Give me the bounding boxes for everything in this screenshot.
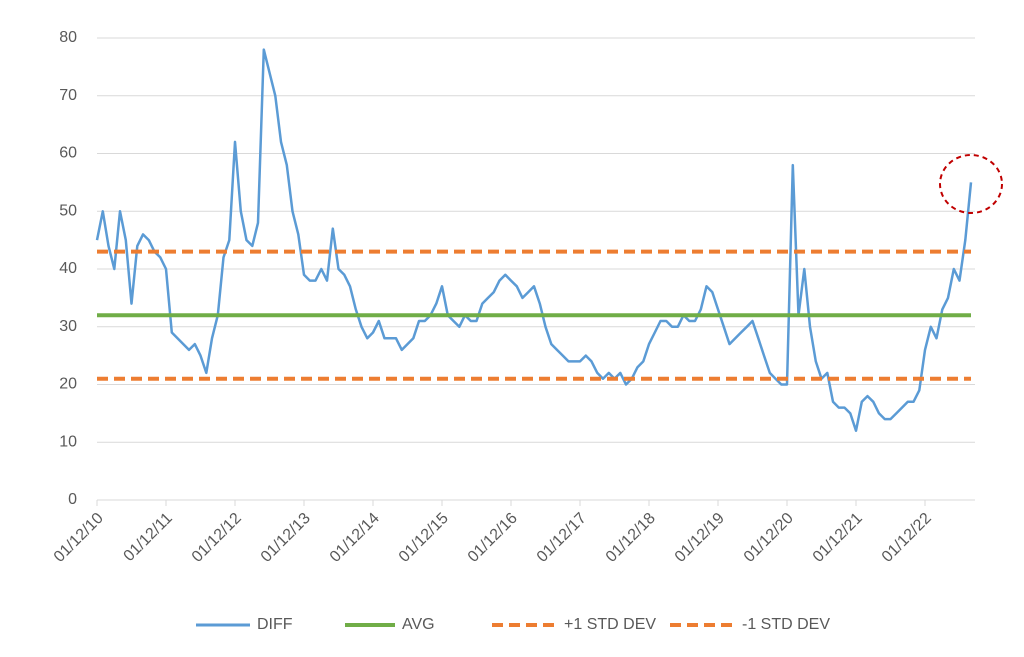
x-tick-label: 01/12/19 — [672, 510, 728, 566]
y-tick-label: 30 — [59, 318, 77, 335]
x-tick-label: 01/12/22 — [879, 510, 935, 566]
x-tick-label: 01/12/11 — [121, 510, 176, 565]
legend-label: +1 STD DEV — [564, 616, 656, 633]
x-tick-label: 01/12/16 — [465, 510, 521, 566]
x-tick-label: 01/12/20 — [741, 510, 797, 566]
y-tick-label: 10 — [59, 433, 77, 450]
y-tick-label: 0 — [68, 491, 77, 508]
legend-label: AVG — [402, 616, 435, 633]
y-tick-label: 60 — [59, 145, 77, 162]
legend-label: -1 STD DEV — [742, 616, 830, 633]
y-tick-label: 20 — [59, 376, 77, 393]
x-tick-label: 01/12/18 — [603, 510, 659, 566]
y-tick-label: 80 — [59, 29, 77, 46]
y-tick-label: 40 — [59, 260, 77, 277]
x-tick-label: 01/12/21 — [810, 510, 866, 566]
x-tick-label: 01/12/13 — [258, 510, 314, 566]
x-tick-label: 01/12/12 — [189, 510, 245, 566]
x-tick-label: 01/12/14 — [327, 510, 383, 566]
highlight-circle — [939, 154, 1003, 214]
y-tick-label: 50 — [59, 202, 77, 219]
x-tick-label: 01/12/17 — [534, 510, 590, 566]
x-tick-label: 01/12/10 — [51, 510, 107, 566]
data-line — [95, 48, 973, 432]
legend-label: DIFF — [257, 616, 293, 633]
y-tick-label: 70 — [59, 87, 77, 104]
x-tick-label: 01/12/15 — [396, 510, 452, 566]
